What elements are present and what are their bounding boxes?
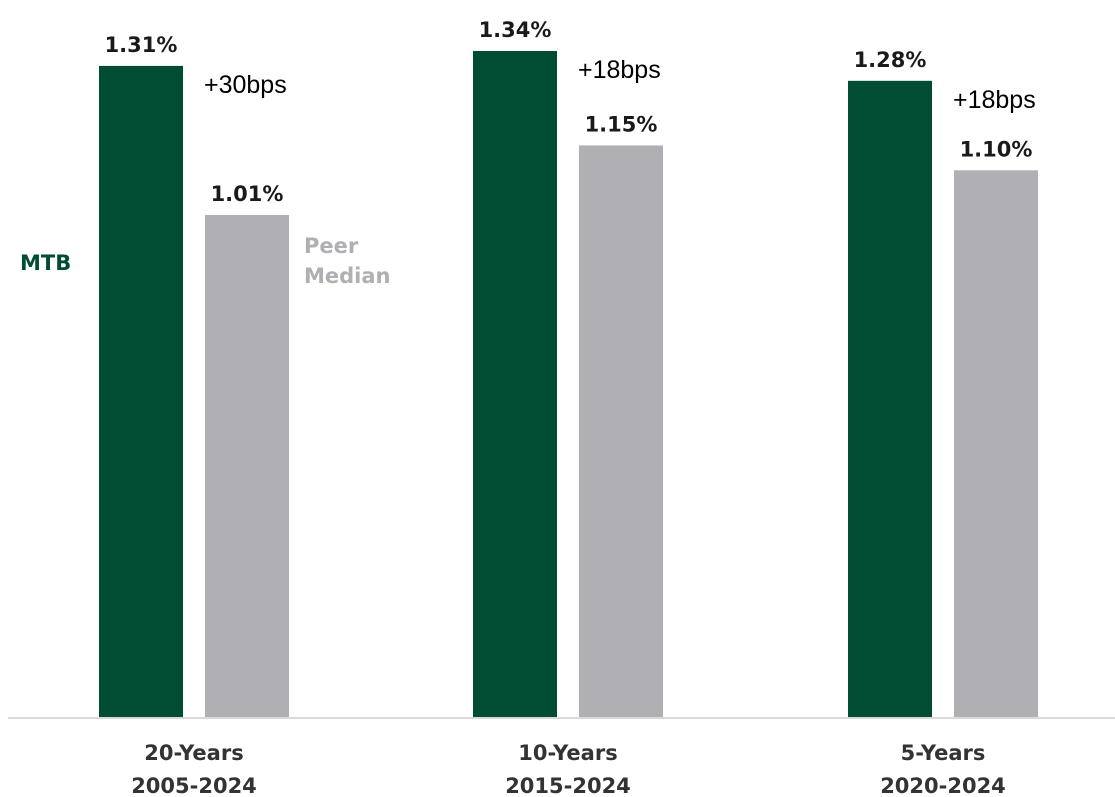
- bar-peer-median: [579, 145, 663, 717]
- x-tick-label-period: 2005-2024: [131, 774, 257, 797]
- x-tick-label: 20-Years: [144, 741, 243, 765]
- bar-mtb: [99, 65, 183, 717]
- data-label-mtb: 1.28%: [854, 48, 927, 72]
- data-label-peer-median: 1.10%: [960, 137, 1033, 161]
- bar-mtb: [848, 80, 932, 717]
- legend-label-peer-line2: Median: [304, 264, 391, 288]
- x-tick-label-period: 2020-2024: [880, 774, 1006, 797]
- data-label-peer-median: 1.01%: [211, 182, 284, 206]
- data-label-peer-median: 1.15%: [585, 112, 658, 136]
- difference-annotation: +18bps: [578, 56, 661, 84]
- difference-annotation: +30bps: [204, 71, 287, 99]
- data-label-mtb: 1.34%: [479, 18, 552, 42]
- x-tick-label-period: 2015-2024: [505, 774, 631, 797]
- bar-mtb: [473, 51, 557, 717]
- bar-peer-median: [954, 170, 1038, 718]
- x-tick-label: 5-Years: [901, 741, 986, 765]
- legend-label-peer-line1: Peer: [304, 234, 359, 258]
- data-label-mtb: 1.31%: [105, 33, 178, 57]
- bar-peer-median: [205, 215, 289, 717]
- difference-annotation: +18bps: [953, 86, 1036, 114]
- x-tick-label: 10-Years: [518, 741, 617, 765]
- legend-label-mtb: MTB: [20, 251, 71, 275]
